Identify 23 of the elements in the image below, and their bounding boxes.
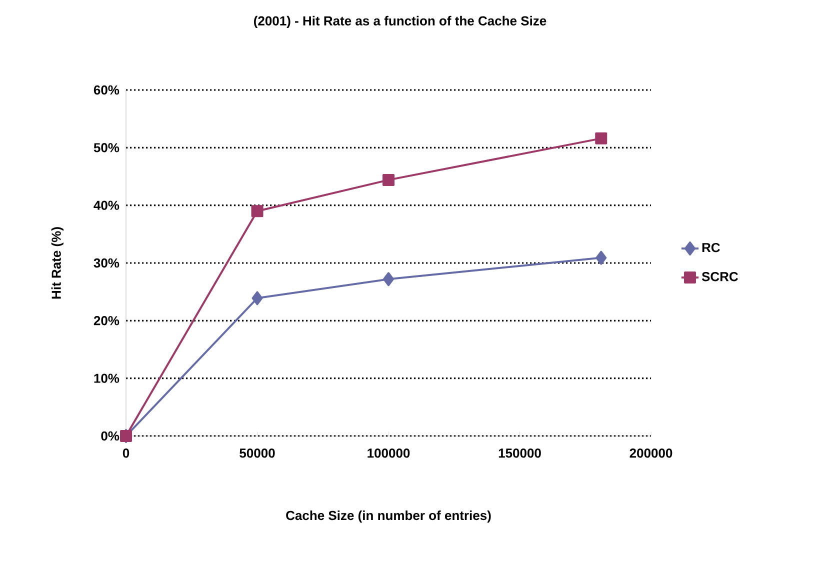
y-tick-label: 0% [101,431,120,441]
y-tick-label: 30% [94,258,120,268]
point [383,272,394,286]
point [595,132,608,144]
point [251,205,264,218]
y-tick-label: 40% [94,200,120,210]
x-tick-label: 150000 [498,448,541,458]
x-tick-label: 200000 [630,448,672,458]
point [252,291,263,306]
x-tick-label: 0 [122,448,130,458]
y-tick-label: 20% [94,316,120,326]
legend-label: RC [702,242,720,252]
y-tick-label: 10% [94,374,120,383]
point [596,250,607,265]
y-tick-label: 50% [94,143,120,152]
x-tick-label: 50000 [240,448,275,458]
y-axis-title: Hit Rate (%) [51,227,64,299]
chart-title: (2001) - Hit Rate as a function of the Cache Size [254,16,546,28]
point [382,174,395,186]
x-axis-title: Cache Size (in number of entries) [286,510,491,523]
x-tick-label: 100000 [368,448,410,458]
y-tick-label: 60% [94,85,120,95]
legend-label: SCRC [702,272,738,282]
